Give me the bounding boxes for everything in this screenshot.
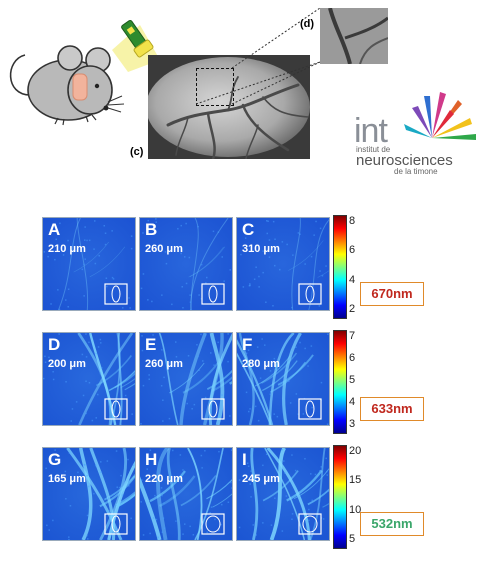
panel-letter: B (145, 220, 158, 239)
panel-letter: C (242, 220, 255, 239)
image-panel-a: A 210 μm (42, 217, 136, 311)
image-panel-h: H 220 μm (139, 447, 233, 541)
panel-image (140, 218, 232, 310)
logo-line2: neurosciences (356, 152, 453, 169)
panel-image (140, 333, 232, 425)
panel-letter: H (145, 450, 158, 469)
image-panel-e: E 260 μm (139, 332, 233, 426)
panel-depth: 210 μm (48, 243, 86, 255)
zoom-inset-image (320, 7, 389, 65)
panel-depth: 310 μm (242, 243, 280, 255)
label-d: (d) (300, 18, 315, 30)
colorbar (333, 445, 347, 549)
colorbar-tick-label: 10 (349, 503, 362, 516)
label-c: (c) (130, 146, 144, 158)
fiber-marker-box (298, 513, 322, 535)
logo-short-text: int (354, 112, 388, 150)
panel-letter: A (48, 220, 61, 239)
wavelength-label: 633nm (360, 397, 424, 421)
image-panel-f: F 280 μm (236, 332, 330, 426)
colorbar-tick-label: 4 (349, 273, 356, 286)
zoom-region-box (196, 68, 234, 106)
panel-depth: 200 μm (48, 358, 86, 370)
image-panel-c: C 310 μm (236, 217, 330, 311)
fiber-marker-box (104, 283, 128, 305)
image-panel-d: D 200 μm (42, 332, 136, 426)
logo-burst-icon (404, 92, 476, 140)
fiber-marker-box (201, 513, 225, 535)
colorbar-tick-label: 15 (349, 474, 362, 487)
panel-depth: 245 μm (242, 473, 280, 485)
logo-line1: institut de (356, 145, 391, 154)
colorbar-tick-label: 2 (349, 303, 356, 315)
panel-image (43, 218, 135, 310)
panel-depth: 280 μm (242, 358, 280, 370)
colorbar-tick-label: 20 (349, 445, 362, 457)
fiber-marker-box (298, 283, 322, 305)
wavelength-label: 532nm (360, 512, 424, 536)
panel-depth: 260 μm (145, 243, 183, 255)
zoom-guide-lines (195, 7, 321, 105)
fiber-marker-box (104, 513, 128, 535)
colorbar-tick-label: 8 (349, 215, 356, 227)
image-panel-g: G 165 μm (42, 447, 136, 541)
panel-image (237, 333, 329, 425)
fiber-marker-box (104, 398, 128, 420)
colorbar-tick-label: 4 (349, 396, 356, 408)
colorbar-tick-label: 3 (349, 418, 356, 430)
image-panel-b: B 260 μm (139, 217, 233, 311)
colorbar (333, 215, 347, 319)
colorbar-tick-label: 6 (349, 352, 356, 364)
image-panel-i: I 245 μm (236, 447, 330, 541)
panel-depth: 220 μm (145, 473, 183, 485)
panel-image (140, 448, 232, 540)
int-logo: int institut de neurosciences de la timo… (354, 88, 479, 176)
colorbar-tick-label: 7 (349, 330, 356, 342)
panel-letter: G (48, 450, 62, 469)
colorbar-tick-label: 6 (349, 244, 356, 257)
colorbar-tick-label: 5 (349, 533, 356, 545)
panel-depth: 260 μm (145, 358, 183, 370)
panel-letter: E (145, 335, 157, 354)
panel-letter: D (48, 335, 61, 354)
wavelength-label: 670nm (360, 282, 424, 306)
fiber-marker-box (298, 398, 322, 420)
colorbar-tick-label: 5 (349, 374, 356, 386)
panel-image (43, 333, 135, 425)
colorbar (333, 330, 347, 434)
panel-image (237, 448, 329, 540)
panel-image (237, 218, 329, 310)
panel-image (43, 448, 135, 540)
panel-depth: 165 μm (48, 473, 86, 485)
fiber-marker-box (201, 398, 225, 420)
brain-surface-image (146, 55, 310, 161)
fiber-marker-box (201, 283, 225, 305)
panel-letter: I (242, 450, 247, 469)
logo-line3: de la timone (394, 167, 438, 176)
panel-letter: F (242, 335, 253, 354)
